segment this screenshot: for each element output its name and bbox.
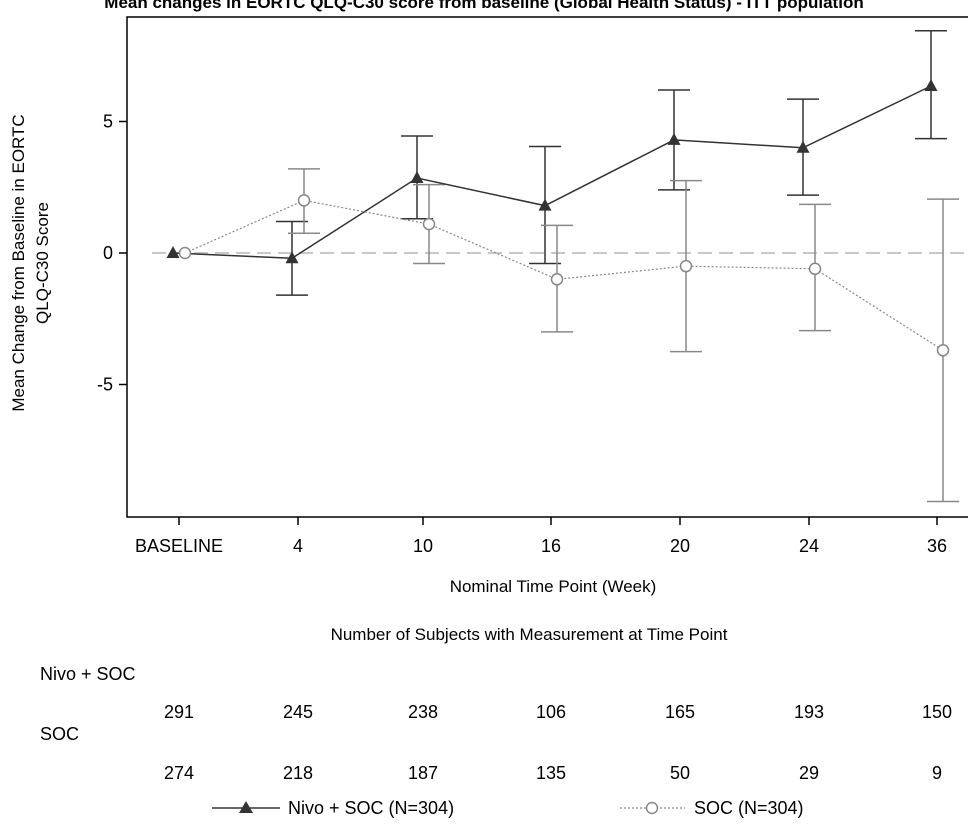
subject-count: 135 <box>536 763 566 783</box>
plot-frame <box>126 16 968 518</box>
data-point-triangle <box>538 198 552 211</box>
subject-count: 193 <box>794 702 824 722</box>
y-axis-label-line2: QLQ-C30 Score <box>33 202 52 324</box>
subject-count: 291 <box>164 702 194 722</box>
data-point-circle <box>808 262 822 276</box>
subjects-table: Number of Subjects with Measurement at T… <box>40 625 952 783</box>
subject-count: 9 <box>932 763 942 783</box>
x-tick-label: 24 <box>799 536 819 556</box>
data-point-circle <box>550 273 564 286</box>
x-axis-label: Nominal Time Point (Week) <box>450 577 657 596</box>
subject-count: 150 <box>922 702 952 722</box>
x-tick-label: 36 <box>927 536 947 556</box>
y-tick-label: 5 <box>103 112 113 132</box>
series-line <box>184 199 944 351</box>
subjects-counts: 291 245 238 106 165 193 150 274 218 187 135 50 29 9 <box>164 702 952 783</box>
subject-count: 245 <box>283 702 313 722</box>
subjects-row-label-nivo: Nivo + SOC <box>40 664 136 684</box>
series-line <box>172 85 932 260</box>
legend-label-nivo: Nivo + SOC (N=304) <box>288 798 454 818</box>
data-point-triangle <box>924 78 938 91</box>
subjects-table-heading: Number of Subjects with Measurement at T… <box>331 625 728 644</box>
subject-count: 29 <box>799 763 819 783</box>
plot-area: 5 0 -5 BASELINE 4 10 16 20 24 36 <box>97 16 968 556</box>
data-point-triangle <box>166 246 180 258</box>
x-tick-label: 4 <box>293 536 303 556</box>
subject-count: 238 <box>408 702 438 722</box>
chart-title: Mean changes in EORTC QLQ-C30 score from… <box>104 0 863 12</box>
y-ticks: 5 0 -5 <box>97 112 127 395</box>
legend-circle-icon <box>645 801 659 815</box>
subject-count: 187 <box>408 763 438 783</box>
subjects-row-label-soc: SOC <box>40 724 79 744</box>
data-point-triangle <box>796 140 810 153</box>
series-markers <box>166 78 950 357</box>
legend-triangle-icon <box>239 801 253 813</box>
subject-count: 165 <box>665 702 695 722</box>
y-tick-label: 0 <box>103 243 113 263</box>
legend-label-soc: SOC (N=304) <box>694 798 804 818</box>
series-lines <box>172 85 944 351</box>
x-ticks: BASELINE 4 10 16 20 24 36 <box>135 517 947 556</box>
error-bars <box>276 30 959 503</box>
x-tick-label: BASELINE <box>135 536 223 556</box>
data-point-circle <box>297 194 311 207</box>
x-tick-label: 10 <box>413 536 433 556</box>
y-axis-label: Mean Change from Baseline in EORTC QLQ-C… <box>9 114 52 411</box>
x-tick-label: 16 <box>541 536 561 556</box>
data-point-triangle <box>410 171 424 184</box>
x-tick-label: 20 <box>670 536 690 556</box>
y-tick-label: -5 <box>97 375 113 395</box>
subject-count: 106 <box>536 702 566 722</box>
legend-item-soc: SOC (N=304) <box>620 798 804 818</box>
data-point-circle <box>422 217 436 231</box>
data-point-circle <box>679 259 693 273</box>
subject-count: 50 <box>670 763 690 783</box>
data-point-triangle <box>285 251 299 264</box>
data-point-circle <box>936 344 950 357</box>
subject-count: 274 <box>164 763 194 783</box>
legend-item-nivo: Nivo + SOC (N=304) <box>212 798 454 818</box>
legend: Nivo + SOC (N=304) SOC (N=304) <box>212 798 804 818</box>
data-point-circle <box>178 246 192 260</box>
data-point-triangle <box>667 132 681 145</box>
y-axis-label-line1: Mean Change from Baseline in EORTC <box>9 114 28 411</box>
subject-count: 218 <box>283 763 313 783</box>
